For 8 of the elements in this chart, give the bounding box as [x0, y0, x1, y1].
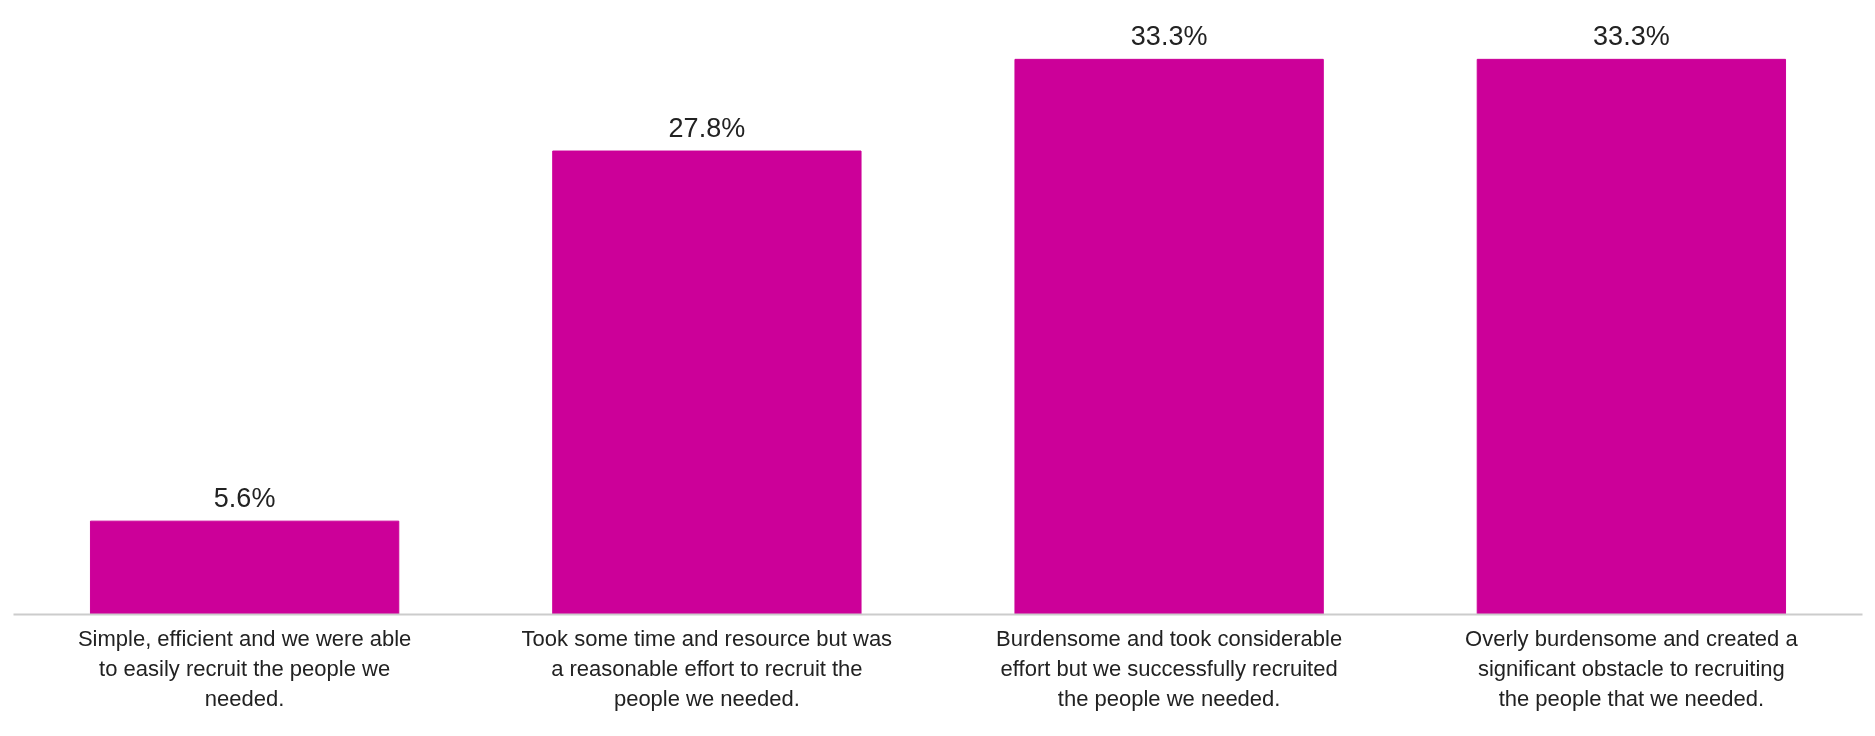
- x-tick-label: Overly burdensome and created a significant obstacle to recruiting the people that we needed.: [1465, 625, 1799, 711]
- x-tick-label: Burdensome and took considerable effort but we successfully recruited the people we needed.: [996, 625, 1343, 711]
- x-tick-label: Simple, efficient and we were able to easily recruit the people we needed.: [77, 625, 412, 711]
- x-tick-label: Took some time and resource but was a reasonable effort to recruit the people we needed.: [521, 625, 893, 711]
- data-label: 33.3%: [1130, 21, 1208, 52]
- data-label: 5.6%: [213, 483, 276, 514]
- data-label: 27.8%: [668, 113, 746, 144]
- data-label: 33.3%: [1593, 21, 1670, 52]
